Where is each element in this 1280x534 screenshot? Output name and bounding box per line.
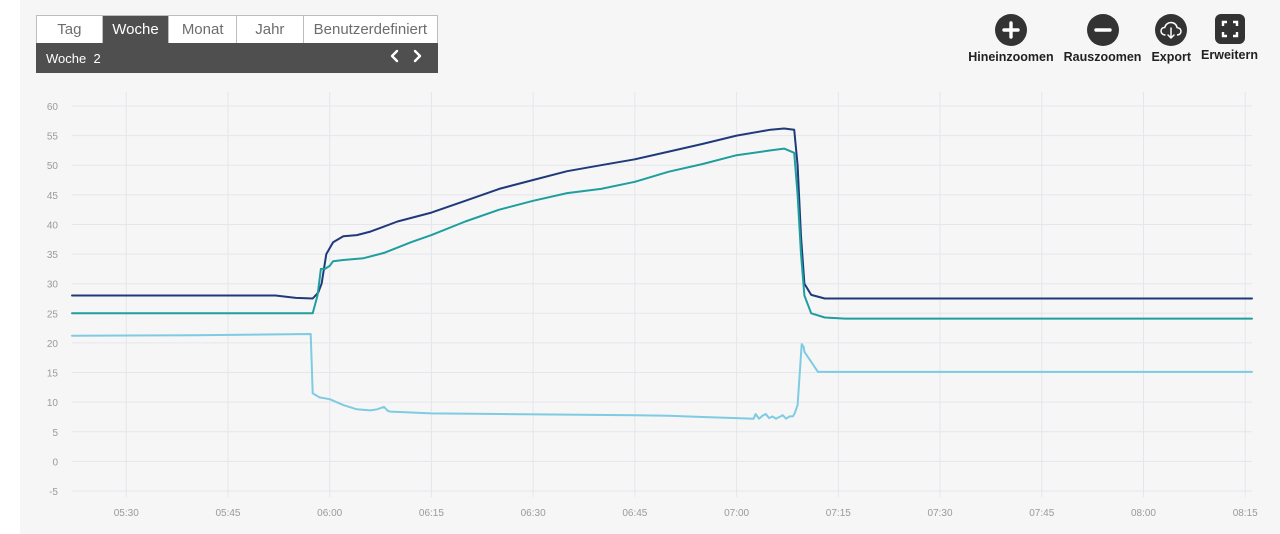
y-tick-label: 0: [52, 457, 58, 468]
zoom-out-button[interactable]: Rauszoomen: [1063, 14, 1142, 64]
y-tick-label: 45: [47, 191, 59, 202]
previous-period-button[interactable]: [384, 49, 406, 68]
plus-circle-icon: [994, 14, 1027, 46]
y-tick-label: 20: [47, 339, 59, 350]
period-tabs: Tag Woche Monat Jahr Benutzerdefiniert: [36, 15, 438, 43]
x-axis: 05:30 05:45 06:00 06:15 06:30 06:45 07:00 07:15…: [114, 508, 1258, 519]
y-tick-label: 40: [47, 220, 59, 231]
expand-button[interactable]: Erweitern: [1201, 14, 1258, 64]
chart-grid: [72, 92, 1252, 497]
y-tick-label: 50: [47, 161, 59, 172]
tab-week[interactable]: Woche: [102, 16, 170, 43]
period-selector: Tag Woche Monat Jahr Benutzerdefiniert W…: [36, 15, 438, 73]
x-tick-label: 05:30: [114, 508, 139, 519]
x-tick-label: 07:15: [826, 508, 851, 519]
tab-custom[interactable]: Benutzerdefiniert: [313, 21, 428, 38]
y-tick-label: -5: [49, 487, 58, 498]
current-period-label: Woche 2: [46, 50, 101, 66]
x-tick-label: 08:15: [1233, 508, 1258, 519]
series-line-2: [71, 147, 1253, 320]
x-tick-label: 06:45: [622, 508, 647, 519]
export-label: Export: [1151, 50, 1192, 64]
export-button[interactable]: Export: [1151, 14, 1191, 64]
tab-day[interactable]: Tag: [37, 16, 103, 43]
y-tick-label: 60: [47, 102, 59, 113]
current-period-bar: Woche 2: [36, 43, 438, 73]
chevron-left-icon: [390, 49, 399, 62]
x-tick-label: 05:45: [215, 508, 240, 519]
y-tick-label: 35: [47, 250, 59, 261]
y-tick-label: 25: [47, 309, 59, 320]
x-tick-label: 06:15: [419, 508, 444, 519]
fullscreen-icon: [1214, 14, 1245, 44]
chevron-right-icon: [413, 49, 422, 62]
chart-series: [71, 127, 1253, 420]
series-line-3: [71, 333, 1253, 420]
tab-month[interactable]: Monat: [169, 16, 237, 43]
y-tick-label: 30: [47, 280, 59, 291]
y-tick-label: 5: [52, 428, 58, 439]
x-tick-label: 08:00: [1131, 508, 1156, 519]
minus-circle-icon: [1086, 14, 1119, 46]
expand-label: Erweitern: [1201, 48, 1258, 62]
x-tick-label: 06:30: [521, 508, 546, 519]
x-tick-label: 07:45: [1029, 508, 1054, 519]
x-tick-label: 06:00: [317, 508, 342, 519]
x-tick-label: 07:00: [724, 508, 749, 519]
tab-year[interactable]: Jahr: [237, 16, 304, 43]
cloud-download-icon: [1155, 14, 1188, 46]
chart-panel: [20, 0, 1280, 534]
zoom-out-label: Rauszoomen: [1063, 50, 1142, 64]
x-tick-label: 07:30: [928, 508, 953, 519]
y-tick-label: 55: [47, 132, 59, 143]
y-tick-label: 15: [47, 369, 59, 380]
series-line-1: [71, 127, 1253, 300]
zoom-in-label: Hineinzoomen: [968, 50, 1054, 64]
zoom-in-button[interactable]: Hineinzoomen: [968, 14, 1054, 64]
next-period-button[interactable]: [406, 49, 428, 68]
y-tick-label: 10: [47, 398, 59, 409]
y-axis: -5 0 5 10 15 20 25 30 35 40 45 50 55 60: [47, 102, 59, 498]
chart-toolbar: Hineinzoomen Rauszoomen Export Erweitern: [958, 14, 1258, 64]
